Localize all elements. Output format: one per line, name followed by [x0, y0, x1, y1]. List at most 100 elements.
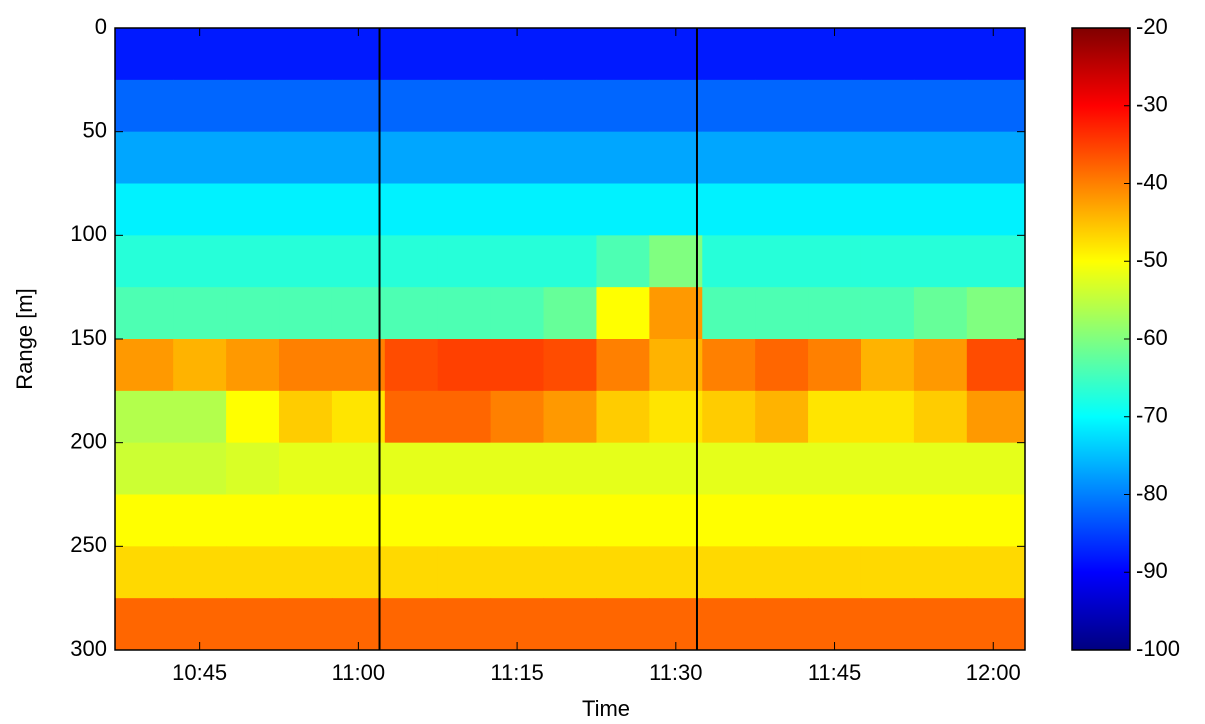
heatmap-cell: [543, 131, 597, 184]
heatmap-cell: [543, 390, 597, 444]
heatmap-cell: [490, 390, 545, 444]
heatmap-cell: [437, 131, 492, 184]
heatmap-cell: [966, 183, 1026, 236]
heatmap-cell: [755, 390, 809, 444]
x-tick-label: 11:30: [649, 660, 702, 685]
heatmap-cell: [437, 442, 492, 495]
heatmap-cell: [543, 442, 597, 495]
heatmap-cell: [860, 28, 915, 81]
heatmap-cell: [755, 183, 809, 236]
heatmap-cell: [115, 79, 174, 133]
heatmap-cell: [226, 287, 280, 340]
heatmap-cell: [596, 390, 650, 444]
heatmap-cell: [331, 79, 386, 133]
heatmap-cell: [966, 442, 1026, 495]
heatmap-cell: [543, 598, 597, 651]
heatmap-cell: [913, 183, 968, 236]
heatmap-cell: [115, 339, 174, 392]
heatmap-cell: [702, 390, 756, 444]
heatmap-cell: [596, 79, 650, 133]
heatmap-cell: [860, 79, 915, 133]
heatmap-cell: [115, 546, 174, 599]
x-tick-label: 11:15: [490, 660, 543, 685]
heatmap-cell: [173, 546, 227, 599]
heatmap-cell: [173, 598, 227, 651]
heatmap-cell: [437, 494, 492, 547]
colorbar-tick-label: -90: [1136, 558, 1168, 583]
heatmap-cell: [384, 598, 439, 651]
heatmap-cell: [437, 79, 492, 133]
heatmap-cell: [702, 287, 756, 340]
heatmap-cell: [860, 235, 915, 288]
heatmap-cell: [913, 79, 968, 133]
heatmap-cell: [966, 339, 1026, 392]
y-tick-label: 250: [70, 532, 107, 557]
heatmap-cell: [649, 287, 703, 340]
heatmap-cell: [913, 287, 968, 340]
heatmap-cell: [437, 28, 492, 81]
heatmap-cell: [808, 546, 862, 599]
heatmap-cell: [437, 287, 492, 340]
heatmap-cell: [115, 28, 174, 81]
heatmap-cell: [115, 287, 174, 340]
heatmap-cell: [437, 339, 492, 392]
heatmap-cell: [437, 598, 492, 651]
heatmap-cell: [226, 235, 280, 288]
heatmap-cell: [226, 131, 280, 184]
heatmap-cell: [226, 339, 280, 392]
y-tick-label: 150: [70, 325, 107, 350]
heatmap-cell: [596, 287, 650, 340]
heatmap-cell: [596, 28, 650, 81]
heatmap-cell: [173, 79, 227, 133]
heatmap-cell: [913, 598, 968, 651]
heatmap-cell: [331, 442, 386, 495]
heatmap-cell: [966, 131, 1026, 184]
heatmap-cell: [543, 339, 597, 392]
heatmap-cell: [966, 546, 1026, 599]
colorbar-tick-label: -20: [1136, 14, 1168, 39]
heatmap-cell: [331, 339, 386, 392]
heatmap-cell: [279, 287, 333, 340]
heatmap-cell: [702, 494, 756, 547]
heatmap-cell: [702, 598, 756, 651]
heatmap-cell: [490, 28, 545, 81]
heatmap-cell: [279, 79, 333, 133]
heatmap-cell: [808, 28, 862, 81]
heatmap-cell: [808, 598, 862, 651]
heatmap-cell: [115, 598, 174, 651]
heatmap-cell: [490, 339, 545, 392]
colorbar-tick-label: -50: [1136, 247, 1168, 272]
y-axis-label: Range [m]: [12, 288, 37, 390]
heatmap-cell: [649, 183, 703, 236]
heatmap-cell: [966, 390, 1026, 444]
heatmap-cell: [755, 546, 809, 599]
heatmap-cell: [543, 546, 597, 599]
heatmap-cell: [913, 28, 968, 81]
heatmap-cell: [860, 287, 915, 340]
heatmap-cell: [755, 598, 809, 651]
heatmap-cell: [808, 235, 862, 288]
heatmap-cell: [966, 28, 1026, 81]
heatmap-cell: [808, 442, 862, 495]
heatmap-cell: [173, 339, 227, 392]
heatmap-cell: [702, 131, 756, 184]
x-tick-label: 10:45: [172, 660, 227, 685]
colorbar-tick-label: -100: [1136, 636, 1180, 661]
heatmap-cell: [860, 598, 915, 651]
heatmap-cell: [173, 442, 227, 495]
heatmap-cell: [490, 442, 545, 495]
heatmap-cell: [279, 442, 333, 495]
heatmap-cell: [115, 183, 174, 236]
heatmap-cell: [808, 183, 862, 236]
heatmap-cell: [331, 131, 386, 184]
heatmap-cell: [860, 442, 915, 495]
heatmap-cell: [966, 287, 1026, 340]
heatmap-cell: [331, 235, 386, 288]
heatmap-cell: [596, 546, 650, 599]
heatmap-cell: [755, 339, 809, 392]
x-tick-label: 11:45: [808, 660, 861, 685]
heatmap-cell: [702, 546, 756, 599]
heatmap-cell: [331, 494, 386, 547]
heatmap-cell: [384, 79, 439, 133]
heatmap-cell: [115, 390, 174, 444]
